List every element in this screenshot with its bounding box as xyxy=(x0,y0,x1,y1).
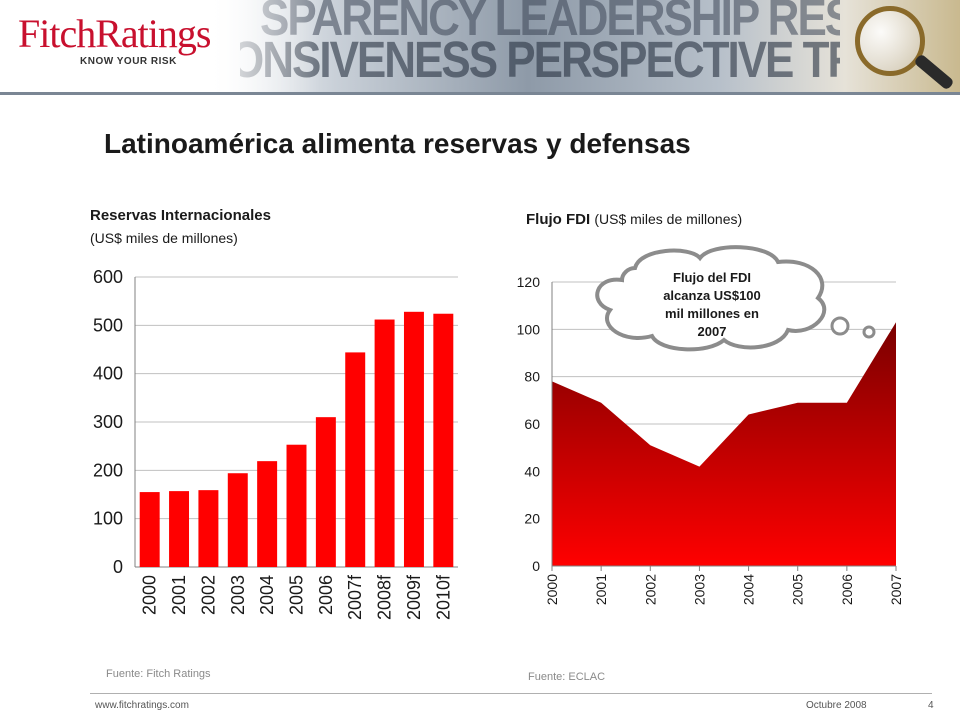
bar-x-tick-label: 2008f xyxy=(375,574,395,620)
area-x-tick-label: 2004 xyxy=(741,574,757,605)
right-chart-title: Flujo FDI (US$ miles de millones) xyxy=(526,211,742,228)
reserves-bar-chart: 0 100 200 300 400 500 600 2000 2001 2002 2003 2004 2… xyxy=(93,267,458,620)
header-banner: SPARENCY LEADERSHIP RESPONSIVENESS ONSIV… xyxy=(0,0,960,92)
fdi-area xyxy=(552,322,896,566)
area-x-tick-label: 2005 xyxy=(790,574,806,605)
left-chart-subtitle: (US$ miles de millones) xyxy=(90,230,238,246)
banner-words: SPARENCY LEADERSHIP RESPONSIVENESS ONSIV… xyxy=(240,0,840,92)
logo-ratings: Ratings xyxy=(95,11,211,56)
bar-y-tick-label: 600 xyxy=(93,267,123,287)
bar-y-tick-label: 400 xyxy=(93,364,123,384)
banner-line-2: ONSIVENESS PERSPECTIVE TRANSPARENCY LE xyxy=(240,32,840,89)
bar-y-tick-label: 300 xyxy=(93,412,123,432)
logo-tagline: KNOW YOUR RISK xyxy=(80,56,177,67)
area-x-tick-label: 2006 xyxy=(839,574,855,605)
logo-fitch: Fitch xyxy=(18,11,96,56)
reserve-bar xyxy=(374,319,395,567)
callout-cloud-shape xyxy=(595,245,827,352)
right-chart-title-bold: Flujo FDI xyxy=(526,211,591,228)
reserve-bar xyxy=(169,491,190,567)
left-chart-title: Reservas Internacionales xyxy=(90,207,271,224)
bar-x-tick-label: 2006 xyxy=(316,575,336,615)
bar-x-tick-label: 2000 xyxy=(140,575,160,615)
callout-line-4: 2007 xyxy=(698,324,727,339)
area-y-tick-label: 120 xyxy=(517,274,541,290)
fitch-logo: FitchRatings KNOW YOUR RISK xyxy=(18,11,211,68)
reserve-bar xyxy=(227,473,248,567)
callout-line-1: Flujo del FDI xyxy=(673,270,751,285)
reserve-bar xyxy=(433,313,454,567)
callout-line-2: alcanza US$100 xyxy=(663,288,761,303)
area-x-tick-label: 2002 xyxy=(642,574,658,605)
right-chart-source: Fuente: ECLAC xyxy=(528,671,606,683)
fdi-area-chart: 0 20 40 60 80 100 120 2000 2001 2002 2003 2004 2005 2… xyxy=(517,274,904,605)
bar-x-tick-label: 2009f xyxy=(404,574,424,620)
bar-x-tick-label: 2005 xyxy=(287,575,307,615)
footer-url[interactable]: www.fitchratings.com xyxy=(95,700,189,711)
area-x-tick-label: 2000 xyxy=(544,574,560,605)
reserve-bar xyxy=(403,311,424,567)
area-y-tick-label: 0 xyxy=(532,558,540,574)
reserve-bar xyxy=(139,492,160,567)
left-chart-source: Fuente: Fitch Ratings xyxy=(106,668,211,680)
area-y-tick-label: 80 xyxy=(524,369,540,385)
magnifier-icon xyxy=(855,6,925,76)
reserve-bar xyxy=(315,417,336,567)
footer-date: Octubre 2008 xyxy=(806,700,867,711)
reserve-bar xyxy=(286,444,307,567)
bar-y-tick-label: 200 xyxy=(93,460,123,480)
slide-title: Latinoamérica alimenta reservas y defens… xyxy=(104,128,691,159)
reserve-bar xyxy=(198,490,219,567)
area-y-tick-label: 40 xyxy=(524,463,540,479)
area-y-tick-label: 20 xyxy=(524,511,540,527)
footer-divider xyxy=(90,693,932,694)
callout-cloud: Flujo del FDI alcanza US$100 mil millone… xyxy=(595,245,876,352)
logo-wordmark: FitchRatings xyxy=(18,11,211,56)
bar-y-tick-label: 500 xyxy=(93,315,123,335)
area-x-tick-label: 2003 xyxy=(691,574,707,605)
page-number: 4 xyxy=(928,700,934,711)
right-chart-title-units: (US$ miles de millones) xyxy=(594,211,743,227)
bar-x-tick-label: 2007f xyxy=(345,574,365,620)
area-x-tick-label: 2001 xyxy=(593,574,609,605)
bar-x-tick-label: 2002 xyxy=(198,575,218,615)
callout-bubble-small xyxy=(862,325,876,339)
area-x-tick-label: 2007 xyxy=(888,574,904,605)
banner-fade xyxy=(200,0,320,92)
banner-divider xyxy=(0,92,960,95)
area-y-tick-label: 60 xyxy=(524,416,540,432)
bar-x-tick-label: 2004 xyxy=(257,575,277,615)
bar-x-tick-label: 2010f xyxy=(433,574,453,620)
bar-x-tick-label: 2003 xyxy=(228,575,248,615)
reserve-bar xyxy=(257,461,278,567)
callout-line-3: mil millones en xyxy=(665,306,759,321)
reserve-bar xyxy=(345,352,366,567)
bar-y-tick-label: 0 xyxy=(113,557,123,577)
bar-y-tick-label: 100 xyxy=(93,509,123,529)
callout-bubble-large xyxy=(830,316,850,336)
banner-line-1: SPARENCY LEADERSHIP RESPONSIVENESS xyxy=(260,0,840,47)
area-y-tick-label: 100 xyxy=(517,321,541,337)
bar-x-tick-label: 2001 xyxy=(169,575,189,615)
